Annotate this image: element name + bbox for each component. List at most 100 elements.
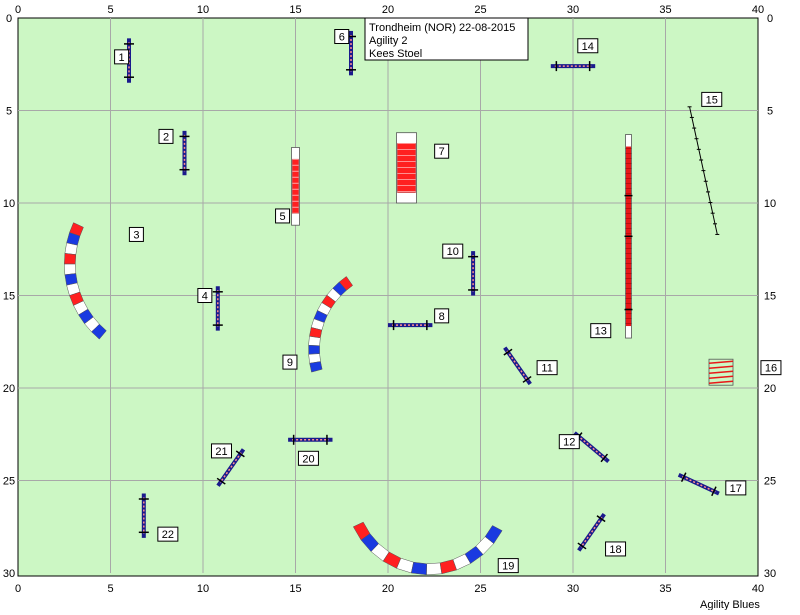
tunnel-segment [308, 336, 321, 347]
number-label-text: 3 [133, 229, 139, 241]
info-line-venue: Trondheim (NOR) 22-08-2015 [369, 22, 515, 34]
jump-wing [577, 542, 587, 550]
number-label-box [275, 208, 291, 224]
number-label-text: 15 [706, 94, 718, 106]
number-label-5: 5 [275, 208, 291, 224]
number-label-box [590, 323, 612, 339]
jump-wing [600, 453, 609, 463]
x-tick-top: 40 [752, 4, 764, 16]
x-tick-top: 5 [107, 4, 113, 16]
number-label-box [701, 91, 723, 107]
x-tick-top: 10 [197, 4, 209, 16]
jump-18 [577, 512, 606, 552]
number-label-17: 17 [725, 480, 747, 496]
x-tick-bottom: 5 [107, 583, 113, 595]
tire-ring [708, 380, 734, 384]
number-label-text: 7 [439, 146, 445, 158]
x-tick-top: 25 [474, 4, 486, 16]
number-label-box [211, 443, 232, 459]
number-label-22: 22 [157, 526, 179, 542]
number-label-box [157, 526, 179, 542]
jump-wing [235, 450, 245, 458]
tunnel-segment [91, 323, 107, 340]
tunnel-19 [352, 521, 503, 576]
y-tick-right: 5 [767, 106, 773, 118]
tunnel-segment [410, 561, 428, 576]
number-label-6: 6 [334, 29, 350, 44]
obstacles-layer [64, 30, 734, 576]
x-tick-top: 0 [15, 4, 21, 16]
number-label-text: 10 [447, 246, 459, 258]
jump-10 [468, 251, 479, 296]
info-line-judge: Kees Stoel [369, 48, 422, 60]
jump-wing [503, 348, 513, 356]
number-label-text: 4 [202, 291, 208, 303]
number-label-text: 13 [595, 326, 607, 338]
jump-wing [680, 472, 687, 483]
tunnel-3 [64, 222, 107, 340]
jump-8 [388, 320, 433, 331]
jump-wing [596, 515, 606, 523]
jump-20 [288, 434, 333, 445]
number-label-21: 21 [211, 443, 232, 459]
y-tick-right: 10 [764, 198, 776, 210]
info-line-class: Agility 2 [369, 35, 408, 47]
number-label-box [497, 558, 519, 574]
number-label-box [536, 360, 558, 376]
number-label-1: 1 [114, 49, 130, 65]
number-label-box [605, 541, 627, 557]
number-label-box [114, 49, 130, 65]
x-tick-top: 30 [567, 4, 579, 16]
tunnel-segment [308, 345, 320, 355]
number-label-box [197, 288, 213, 303]
number-label-11: 11 [536, 360, 558, 376]
y-tick-left: 20 [3, 383, 15, 395]
number-label-box [558, 434, 580, 450]
number-label-box [297, 450, 319, 466]
y-tick-left: 25 [3, 476, 15, 488]
number-label-box [434, 143, 450, 159]
number-label-box [282, 354, 298, 370]
jump-wing [216, 477, 226, 485]
tire-ring [708, 375, 734, 379]
tire-ring [708, 365, 734, 369]
number-label-text: 22 [162, 529, 174, 541]
dogwalk-13 [624, 134, 633, 339]
tire-frame [708, 358, 734, 386]
y-tick-left: 5 [6, 106, 12, 118]
y-tick-right: 30 [764, 568, 776, 580]
grid-lines [18, 18, 758, 573]
number-label-10: 10 [442, 243, 464, 259]
number-label-13: 13 [590, 323, 612, 339]
number-label-box [158, 128, 174, 144]
x-tick-bottom: 30 [567, 583, 579, 595]
y-tick-right: 0 [767, 13, 773, 25]
tunnel-segment [484, 525, 503, 544]
number-label-box [760, 360, 782, 376]
tunnel-segment [64, 242, 78, 255]
jump-11 [503, 346, 532, 386]
weave-15 [687, 106, 720, 235]
number-label-text: 12 [563, 437, 575, 449]
x-tick-top: 15 [289, 4, 301, 16]
y-tick-right: 15 [764, 291, 776, 303]
number-label-16: 16 [760, 360, 782, 376]
number-label-text: 17 [730, 483, 742, 495]
straight-tunnel-7 [396, 132, 417, 204]
number-label-text: 18 [609, 544, 621, 556]
y-tick-left: 10 [3, 198, 15, 210]
jump-17 [677, 472, 720, 497]
number-label-18: 18 [605, 541, 627, 557]
x-tick-bottom: 40 [752, 583, 764, 595]
number-label-box [128, 226, 144, 242]
number-label-box [442, 243, 464, 259]
x-tick-top: 20 [382, 4, 394, 16]
tunnel-segment [64, 263, 77, 275]
number-label-text: 19 [502, 561, 514, 573]
number-label-12: 12 [558, 434, 580, 450]
straight-tunnel-5 [291, 147, 300, 226]
tunnel-segment [426, 562, 443, 576]
jump-21 [216, 448, 246, 487]
